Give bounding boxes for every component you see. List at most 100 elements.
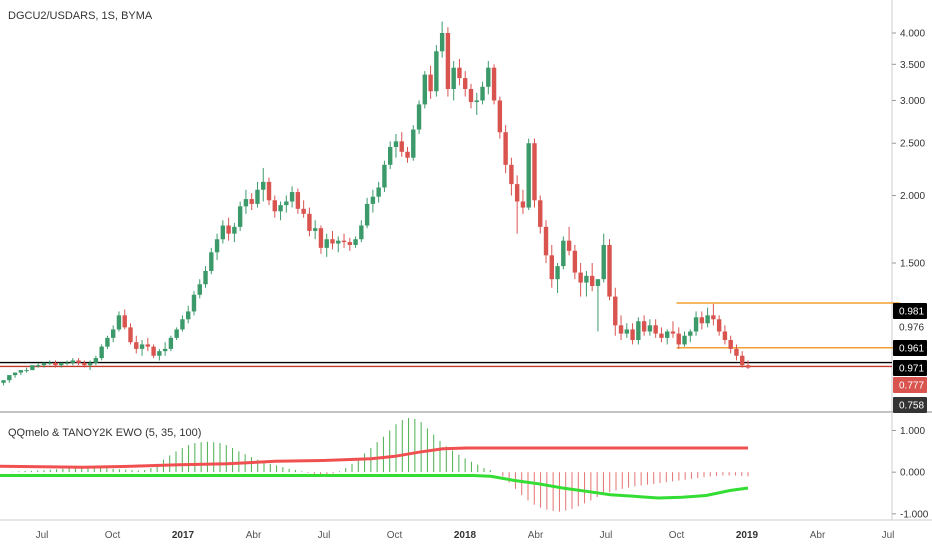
candle-body xyxy=(728,340,733,349)
candle-body xyxy=(549,255,554,280)
candle-body xyxy=(145,344,151,347)
candle-body xyxy=(578,272,583,283)
price-tag xyxy=(893,397,927,413)
candle-body xyxy=(572,250,578,273)
channel-lines xyxy=(676,302,900,349)
candle-body xyxy=(520,201,526,208)
main-chart-title: DGCU2/USDARS, 1S, BYMA xyxy=(8,10,153,22)
candle-body xyxy=(503,132,508,165)
candle-body xyxy=(416,104,422,130)
time-axis-labels: Jul Oct 2017 Abr Jul Oct 2018 Abr Jul Oct 2019 Abr J… xyxy=(36,530,895,541)
candle-body xyxy=(226,225,231,234)
candle-body xyxy=(561,240,566,267)
indicator-title: QQmelo & TANOY2K EWO (5, 35, 100) xyxy=(8,427,201,439)
main-panel: DGCU2/USDARS, 1S, BYMA 1.500 2.000 2.500 3.… xyxy=(0,0,932,413)
price-tick-label: 2.500 xyxy=(900,139,925,150)
candle-body xyxy=(359,225,364,240)
candle-body xyxy=(613,296,618,326)
candle-body xyxy=(434,51,439,92)
time-tick-label: 2018 xyxy=(454,530,477,541)
price-tick-label: 1.500 xyxy=(900,259,925,270)
candle-body xyxy=(566,240,572,251)
candle-body xyxy=(272,200,277,212)
candle-body xyxy=(688,331,693,336)
candle-body xyxy=(64,362,70,364)
candle-body xyxy=(722,331,728,341)
candle-body xyxy=(422,74,428,105)
time-tick-label: 2017 xyxy=(172,530,195,541)
candle-body xyxy=(693,317,699,332)
candle-body xyxy=(699,317,705,324)
candle-body xyxy=(53,362,58,366)
candle-body xyxy=(451,67,456,90)
price-tag-label: 0.961 xyxy=(899,344,924,355)
candle-body xyxy=(209,252,214,271)
price-tag-label: 0.976 xyxy=(899,323,924,334)
price-tags: 0.981 0.976 0.961 0.971 0.777 0.758 xyxy=(893,303,927,413)
candle-body xyxy=(122,315,127,328)
price-tag-label: 0.758 xyxy=(899,401,924,412)
candle-body xyxy=(474,100,479,103)
candle-body xyxy=(191,294,197,312)
candle-body xyxy=(682,335,687,345)
candle-body xyxy=(411,129,416,158)
time-tick-label: Jul xyxy=(318,530,331,541)
price-tag xyxy=(893,377,927,393)
candle-body xyxy=(330,239,335,244)
candle-body xyxy=(341,240,347,243)
candle-body xyxy=(18,370,24,373)
candle-body xyxy=(457,67,462,79)
candle-body xyxy=(197,284,202,295)
candle-body xyxy=(497,100,503,133)
candle-body xyxy=(347,242,353,245)
time-tick-label: Abr xyxy=(246,530,262,541)
indicator-tick-label: 0.000 xyxy=(900,468,925,479)
candle-body xyxy=(740,355,745,366)
candle-body xyxy=(186,311,191,320)
candle-body xyxy=(711,315,716,320)
time-tick-label: Oct xyxy=(105,530,121,541)
candle-body xyxy=(716,319,722,332)
candle-body xyxy=(336,240,341,244)
candle-body xyxy=(486,67,491,87)
time-axis: Jul Oct 2017 Abr Jul Oct 2018 Abr Jul Oct 2019 Abr J… xyxy=(0,519,932,541)
time-tick-label: Oct xyxy=(669,530,685,541)
candle-body xyxy=(468,89,474,103)
candle-body xyxy=(636,321,641,341)
candle-body xyxy=(324,239,329,248)
candle-body xyxy=(12,372,18,376)
candle-body xyxy=(670,331,676,334)
candle-body xyxy=(318,228,324,248)
candle-body xyxy=(364,203,370,226)
time-tick-label: Jul xyxy=(600,530,613,541)
candle-body xyxy=(393,141,399,147)
indicator-tick-label: 1.000 xyxy=(900,426,925,437)
price-tick-label: 3.500 xyxy=(900,60,925,71)
candle-body xyxy=(624,329,630,334)
candle-body xyxy=(105,337,110,347)
candle-body xyxy=(387,146,393,165)
candle-body xyxy=(214,239,220,253)
candles xyxy=(1,21,751,386)
candle-body xyxy=(168,337,174,349)
candle-body xyxy=(174,329,179,338)
candle-body xyxy=(480,86,485,101)
candle-body xyxy=(203,270,208,285)
candle-body xyxy=(370,196,376,204)
candle-body xyxy=(157,351,162,356)
candle-body xyxy=(491,67,497,101)
candle-body xyxy=(601,244,606,280)
candle-body xyxy=(76,360,81,363)
candle-body xyxy=(659,333,664,338)
price-tag-label: 0.971 xyxy=(899,364,924,375)
candle-body xyxy=(543,226,549,256)
candle-body xyxy=(463,78,468,90)
price-tag-label: 0.981 xyxy=(899,307,924,318)
candle-body xyxy=(220,225,226,240)
candle-body xyxy=(232,226,237,234)
candle-body xyxy=(128,327,133,343)
candle-body xyxy=(1,380,6,383)
price-tick-label: 3.000 xyxy=(900,96,925,107)
candle-body xyxy=(35,365,41,367)
